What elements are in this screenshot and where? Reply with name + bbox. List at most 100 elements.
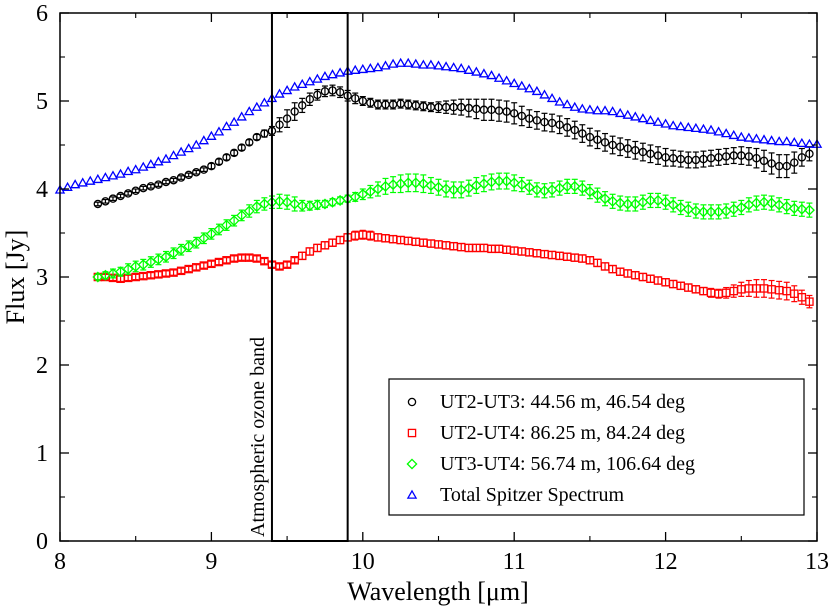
data-point: [653, 151, 663, 160]
data-point: [448, 184, 460, 196]
data-point: [175, 146, 187, 156]
data-point: [796, 203, 808, 215]
data-point: [766, 197, 778, 209]
data-point: [735, 201, 747, 213]
data-point: [425, 179, 437, 191]
data-point: [600, 138, 610, 147]
data-point: [335, 87, 345, 97]
data-point: [509, 109, 519, 118]
data-point: [614, 107, 626, 118]
legend: UT2-UT3: 44.56 m, 46.54 deg UT2-UT4: 86.…: [388, 378, 805, 516]
data-point: [713, 126, 724, 136]
data-point: [645, 114, 656, 125]
data-point: [744, 152, 754, 161]
legend-marker-square: [407, 428, 417, 438]
data-point: [805, 297, 814, 306]
data-point: [274, 88, 285, 98]
data-point: [508, 77, 520, 88]
data-point: [508, 177, 520, 189]
data-point: [176, 173, 186, 182]
y-tick-label: 4: [36, 177, 48, 203]
data-point: [108, 194, 118, 203]
data-point: [790, 158, 799, 167]
data-point: [145, 158, 157, 169]
data-point: [366, 98, 375, 108]
data-point: [183, 143, 194, 153]
data-point: [205, 228, 217, 240]
data-point: [115, 266, 127, 278]
data-point: [478, 68, 490, 78]
data-point: [561, 99, 573, 109]
data-point: [69, 179, 81, 189]
y-tick-label: 6: [36, 1, 48, 27]
data-point: [578, 129, 587, 138]
data-point: [607, 106, 618, 116]
y-tick-label: 0: [36, 529, 48, 555]
data-point: [101, 197, 110, 206]
data-point: [122, 263, 134, 275]
data-point: [425, 59, 437, 69]
x-tick-label: 13: [805, 549, 829, 575]
data-point: [100, 172, 111, 182]
legend-marker-circle: [407, 397, 417, 407]
data-point: [161, 177, 171, 187]
data-point: [728, 129, 739, 140]
data-point: [539, 89, 550, 99]
data-point: [585, 132, 595, 142]
data-point: [584, 186, 596, 198]
data-point: [199, 165, 209, 174]
data-point: [736, 131, 747, 141]
data-point: [599, 193, 611, 205]
data-point: [184, 170, 193, 180]
data-point: [493, 175, 505, 187]
data-point: [805, 149, 814, 159]
data-point: [93, 199, 103, 209]
data-point: [145, 256, 157, 268]
data-point: [168, 247, 180, 259]
data-point: [252, 132, 262, 142]
data-point: [154, 180, 163, 189]
data-point: [569, 180, 581, 192]
data-point: [637, 113, 649, 123]
data-point: [682, 203, 694, 215]
data-point: [236, 209, 248, 221]
data-point: [131, 186, 140, 196]
data-point: [608, 140, 617, 150]
data-point: [622, 109, 633, 119]
data-point: [229, 148, 239, 158]
data-point: [804, 138, 815, 148]
data-point: [372, 183, 384, 195]
data-point: [782, 161, 791, 171]
data-point: [698, 123, 709, 133]
data-point: [432, 181, 445, 193]
data-point: [297, 101, 307, 110]
data-point: [623, 144, 633, 153]
data-point: [417, 178, 429, 190]
data-point: [502, 107, 511, 116]
data-point: [281, 85, 293, 95]
data-point: [260, 129, 269, 138]
data-point: [244, 138, 254, 147]
data-point: [116, 191, 125, 201]
data-point: [531, 184, 543, 196]
data-point: [667, 199, 679, 211]
data-point: [555, 120, 564, 130]
data-point: [282, 114, 292, 123]
data-point: [622, 198, 634, 210]
data-point: [289, 81, 300, 91]
data-point: [705, 206, 717, 218]
data-point: [638, 147, 648, 157]
data-point: [631, 146, 640, 155]
data-point: [767, 159, 776, 168]
data-point: [236, 111, 247, 121]
data-point: [758, 196, 770, 208]
data-point: [410, 58, 422, 68]
data-point: [667, 120, 679, 130]
data-point: [328, 86, 337, 95]
data-point: [523, 181, 535, 193]
data-point: [259, 97, 270, 107]
data-point: [312, 73, 323, 83]
data-point: [759, 156, 769, 166]
data-point: [644, 194, 656, 206]
data-point: [797, 153, 807, 162]
